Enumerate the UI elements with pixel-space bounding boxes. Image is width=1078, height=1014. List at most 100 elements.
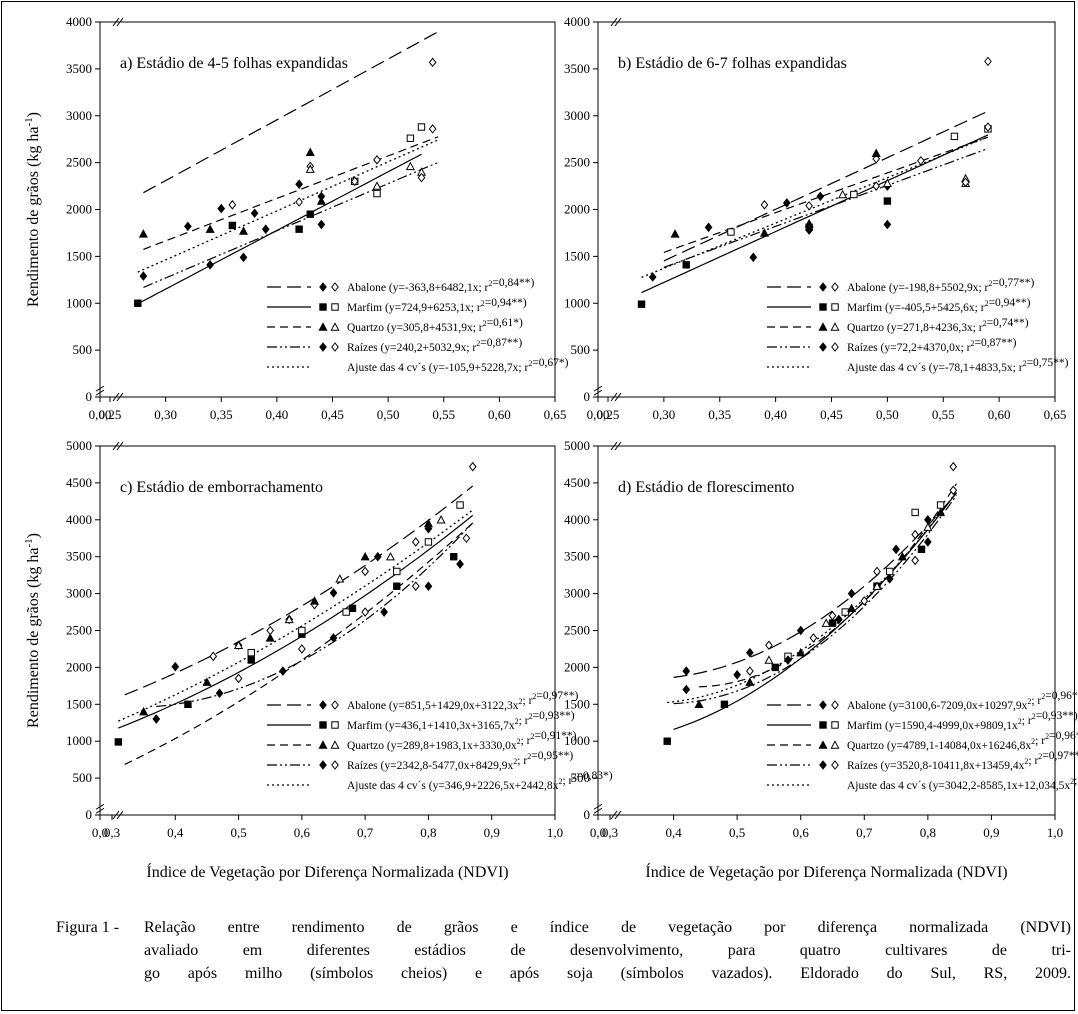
data-point-filled [306, 210, 314, 218]
legend-marker-open [331, 342, 339, 352]
data-point-filled [784, 655, 792, 665]
chart-panel-c: 0500100015002000250030003500400045005000… [23, 438, 613, 881]
legend-marker-open [830, 740, 840, 749]
y-tick-label: 1500 [564, 248, 590, 263]
data-point-filled [261, 224, 270, 234]
axis-break-mark [116, 392, 124, 402]
data-point-open [911, 508, 919, 517]
legend-label: Marfim (y=1590,4-4999,0x+9809,1x2; r2=0,… [847, 710, 1078, 732]
legend-label: Marfim (y=724,9+6253,1x; r2=0,94**) [347, 297, 527, 314]
legend-marker-filled [318, 740, 328, 749]
data-point-filled [305, 147, 315, 157]
data-point-open [462, 533, 471, 544]
data-point-filled [139, 706, 149, 716]
data-point-open [950, 132, 959, 141]
series-2 [114, 501, 464, 746]
data-point-filled [295, 225, 303, 233]
x-tick-label: 0,50 [377, 407, 400, 422]
superscript: 2 [572, 772, 576, 781]
legend: Abalone (y=851,5+1429,0x+3122,3x2; r2=0,… [267, 690, 613, 792]
data-point-filled [682, 261, 690, 269]
data-point-open [361, 607, 369, 617]
legend-label: Ajuste das 4 cv´s (y=3042,2-8585,1x+12,0… [847, 770, 1078, 792]
x-tick-label: 0,60 [988, 407, 1011, 422]
caption-label: Figura 1 - [56, 919, 120, 936]
legend-marker-open [831, 282, 839, 292]
y-tick-label: 3000 [564, 586, 590, 601]
fit-line-4 [663, 147, 989, 268]
fit-lines [118, 485, 474, 765]
axis-break-mark [95, 389, 105, 396]
axis-break-mark [593, 803, 603, 810]
data-point-filled [217, 203, 226, 214]
data-point-filled [749, 252, 758, 263]
superscript: 2 [1070, 777, 1074, 786]
y-axis-label: Rendimento de grãos (kg ha-1) [23, 533, 42, 728]
x-tick-label: 0,50 [876, 407, 899, 422]
superscript: 2 [1041, 692, 1045, 701]
axis-break-mark [614, 810, 622, 820]
y-tick-label: 1500 [564, 696, 590, 711]
data-point-open [417, 172, 426, 183]
axis-break-mark [112, 810, 120, 820]
data-point-filled [745, 677, 755, 686]
x-tick-label: 0,3 [602, 825, 618, 840]
superscript: 2 [558, 777, 562, 786]
data-point-open [428, 124, 437, 134]
data-point-filled [380, 607, 388, 617]
caption-line: avaliado em diferentes estádios de desen… [144, 942, 1071, 959]
legend-label: Raízes (y=3520,8-10411,8x+13459,4x2; r2=… [847, 750, 1078, 772]
data-point-filled [450, 553, 458, 561]
data-point-filled [423, 518, 433, 528]
data-point-filled [139, 271, 148, 281]
legend-label: Ajuste das 4 cv´s (y=-78,1+4833,5x; r2=0… [847, 357, 1069, 374]
fit-lines [667, 483, 958, 730]
y-tick-label: 500 [73, 770, 93, 785]
y-tick-label: 2000 [564, 659, 590, 674]
legend-label: Abalone (y=851,5+1429,0x+3122,3x2; r2=0,… [347, 690, 579, 712]
y-tick-label: 500 [73, 342, 93, 357]
axis-break-mark [116, 17, 124, 27]
legend-marker-open [331, 282, 339, 292]
axis-break-mark [614, 441, 622, 451]
data-point-open [850, 190, 858, 199]
y-tick-label: 4500 [66, 475, 92, 490]
data-point-open [298, 644, 306, 654]
data-point-open [911, 555, 919, 566]
x-tick-label: 0,9 [484, 825, 500, 840]
y-tick-label: 1000 [564, 295, 590, 310]
data-point-open [295, 197, 303, 207]
data-point-filled [805, 225, 813, 235]
data-point-filled [704, 222, 713, 233]
y-tick-label: 5000 [564, 438, 590, 453]
legend-marker-open [831, 342, 839, 352]
superscript: 2 [1032, 712, 1036, 721]
data-point-open [393, 567, 401, 576]
axis-break-mark [116, 810, 124, 820]
data-point-open [247, 648, 255, 657]
legend-marker-open [331, 303, 339, 311]
axis-break-mark [112, 392, 120, 402]
axis-break-mark [610, 17, 618, 27]
series-4 [152, 533, 471, 724]
legend-label: Quartzo (y=4789,1-14084,0x+16246,8x2; r2… [847, 730, 1078, 752]
chart-title: d) Estádio de florescimento [618, 479, 794, 496]
legend-marker-open [330, 740, 340, 749]
data-point-filled [682, 666, 691, 676]
x-tick-label: 0,7 [357, 825, 374, 840]
fit-line-4 [156, 522, 474, 708]
chart-panel-a: 0 500 1000 1500 2000 2500 3000 3500 4000 0,000,25… [23, 14, 569, 422]
legend-label: Raízes (y=240,2+5032,9x; r2=0,87**) [347, 337, 522, 354]
data-point-open [342, 608, 350, 616]
series-4 [682, 485, 958, 695]
data-point-filled [228, 221, 237, 230]
y-tick-label: 2000 [66, 659, 92, 674]
superscript: 2 [488, 279, 492, 288]
fit-lines [137, 31, 439, 305]
data-point-open [764, 655, 774, 664]
superscript: 2 [1038, 752, 1042, 761]
superscript: 2 [988, 279, 992, 288]
data-point-filled [847, 603, 857, 613]
legend-marker-filled [319, 721, 327, 729]
y-tick-label: 1000 [564, 733, 590, 748]
